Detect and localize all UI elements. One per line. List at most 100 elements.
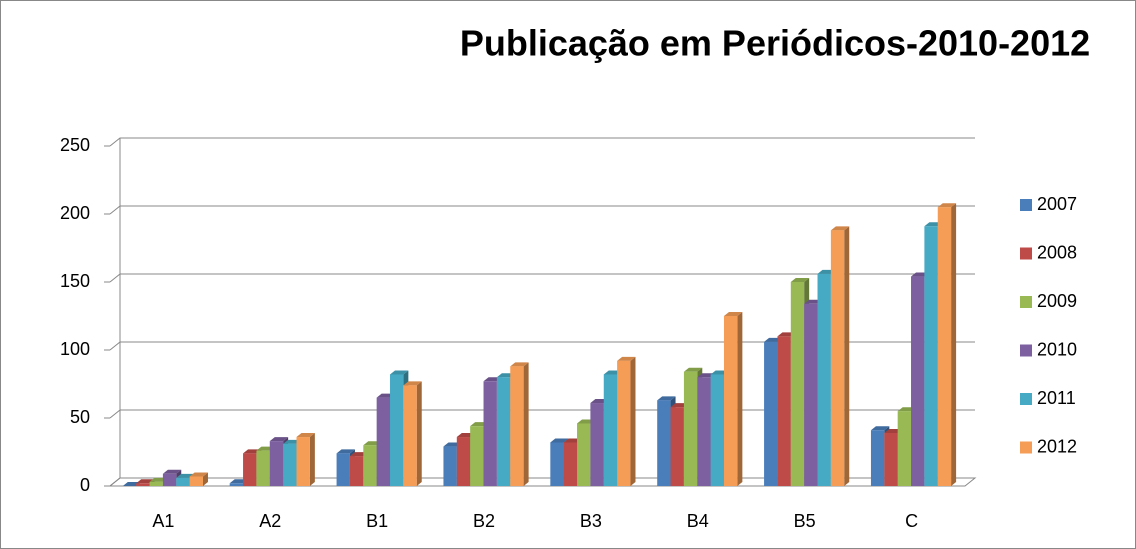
bar xyxy=(683,371,698,486)
grid-line xyxy=(109,205,975,215)
legend-swatch xyxy=(1020,344,1032,357)
bar xyxy=(550,442,564,486)
bar xyxy=(670,407,684,486)
bar-top xyxy=(790,278,810,282)
legend-label: 2010 xyxy=(1037,339,1077,359)
bar xyxy=(269,441,284,486)
bar xyxy=(403,385,417,486)
grid-line xyxy=(109,273,975,283)
chart-title: Publicação em Periódicos-2010-2012 xyxy=(460,23,1090,64)
legend-swatch xyxy=(1020,393,1032,405)
bar-top xyxy=(657,396,676,401)
bar xyxy=(603,374,618,486)
bar xyxy=(456,437,471,486)
bar xyxy=(336,453,350,486)
bar xyxy=(710,374,724,486)
bar xyxy=(911,276,925,486)
x-tick-label: A1 xyxy=(152,511,174,531)
bar xyxy=(563,442,578,486)
x-tick-label: B1 xyxy=(366,511,388,531)
bar-top xyxy=(550,438,569,443)
legend-label: 2012 xyxy=(1037,436,1077,456)
bar xyxy=(176,477,190,486)
bar xyxy=(483,381,497,486)
bar xyxy=(363,445,377,486)
bar xyxy=(790,282,805,486)
bar-top xyxy=(510,362,529,367)
x-tick-label: B2 xyxy=(473,511,495,531)
y-tick-label: 150 xyxy=(60,271,90,291)
bar-side xyxy=(844,226,850,486)
y-tick-label: 100 xyxy=(60,339,90,359)
bar-side xyxy=(951,203,957,486)
legend-label: 2008 xyxy=(1037,242,1077,262)
bar xyxy=(924,226,938,487)
bar xyxy=(376,397,391,486)
bar xyxy=(162,473,177,486)
bar-top xyxy=(269,437,289,442)
bar xyxy=(777,336,791,486)
bar xyxy=(229,483,244,486)
bar-top xyxy=(390,370,409,375)
bar xyxy=(817,273,831,486)
legend-swatch xyxy=(1020,199,1032,211)
bar xyxy=(443,446,457,486)
bar xyxy=(723,316,738,486)
x-tick-label: A2 xyxy=(259,511,281,531)
bar xyxy=(510,366,524,486)
legend-swatch xyxy=(1020,441,1032,454)
x-tick-label: C xyxy=(905,511,918,531)
bar xyxy=(136,483,150,486)
bar xyxy=(937,207,952,486)
bar xyxy=(830,230,845,486)
y-tick-label: 200 xyxy=(60,203,90,223)
bar-top xyxy=(403,381,422,386)
legend-swatch xyxy=(1020,247,1032,260)
legend-label: 2011 xyxy=(1037,388,1076,408)
y-tick-label: 50 xyxy=(70,407,90,427)
bar-top xyxy=(189,472,208,477)
bar xyxy=(577,423,591,486)
legend-swatch xyxy=(1020,296,1032,308)
bar xyxy=(496,377,511,486)
bar xyxy=(189,476,203,486)
bar xyxy=(897,411,912,486)
bar xyxy=(590,403,604,486)
bar xyxy=(884,432,898,486)
bar xyxy=(657,400,671,486)
bar xyxy=(390,374,404,486)
bar xyxy=(349,456,364,486)
bar-top xyxy=(617,356,636,361)
bar xyxy=(243,453,257,486)
bar xyxy=(283,443,297,486)
bar-top xyxy=(336,449,355,454)
bar xyxy=(804,303,818,486)
bar-top xyxy=(162,469,182,474)
bar xyxy=(256,450,270,486)
bar-top xyxy=(683,367,703,372)
bar xyxy=(764,341,778,486)
grid-line xyxy=(109,137,975,147)
bar-side xyxy=(202,472,208,486)
bar-side xyxy=(523,362,529,486)
y-tick-label: 250 xyxy=(60,135,90,155)
bar-side xyxy=(416,381,422,486)
bar-top xyxy=(296,433,315,438)
bar-top xyxy=(830,226,850,231)
bar xyxy=(697,377,711,486)
bar-top xyxy=(937,203,957,208)
x-tick-label: B3 xyxy=(580,511,602,531)
bar-top xyxy=(870,426,890,431)
bar xyxy=(870,430,885,486)
bar xyxy=(149,481,163,486)
bar xyxy=(470,426,484,486)
legend-label: 2009 xyxy=(1037,291,1077,311)
bar-side xyxy=(630,356,636,486)
bar xyxy=(296,437,310,486)
y-tick-label: 0 xyxy=(80,475,90,495)
x-tick-label: B5 xyxy=(794,511,816,531)
bar xyxy=(617,360,631,486)
bar-side xyxy=(737,312,743,486)
grid-line xyxy=(109,341,975,351)
